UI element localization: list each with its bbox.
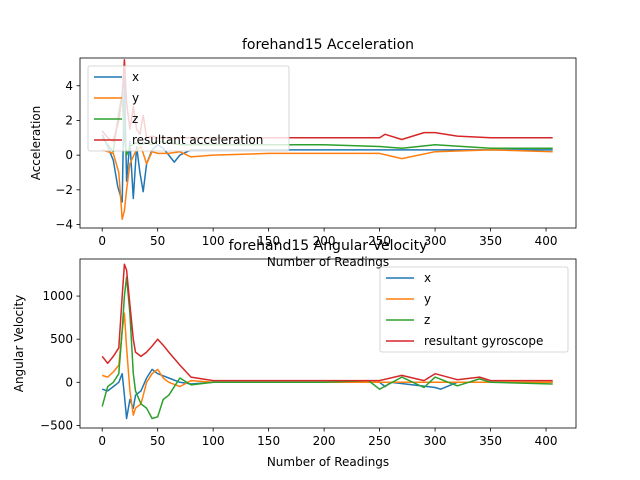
x-axis-label: Number of Readings [267, 455, 389, 469]
legend-label: resultant gyroscope [424, 334, 543, 348]
x-tick-label: 200 [313, 434, 336, 448]
legend: xyz resultant gyroscope [379, 266, 569, 353]
legend-box [87, 65, 290, 152]
x-tick-label: 400 [535, 234, 558, 248]
x-tick-label: 200 [313, 234, 336, 248]
x-tick-label: 250 [368, 434, 391, 448]
x-tick-label: 300 [424, 434, 447, 448]
x-tick-label: 50 [150, 234, 165, 248]
x-tick-label: 400 [535, 434, 558, 448]
x-tick-label: 150 [257, 234, 280, 248]
x-tick-label: 0 [98, 234, 106, 248]
plot-frame [79, 57, 577, 229]
y-tick-label: 1000 [42, 289, 73, 303]
legend-label: z [132, 112, 138, 126]
chart-title: forehand15 Acceleration [242, 37, 414, 53]
y-tick-label: 500 [50, 332, 73, 346]
series-line-1 [101, 368, 553, 420]
y-tick-label: 4 [65, 79, 73, 93]
x-tick-label: 100 [202, 434, 225, 448]
x-tick-label: 0 [98, 434, 106, 448]
y-tick-label: 0 [65, 148, 73, 162]
legend: xyz resultant acceleration [87, 65, 290, 152]
chart-2: 0 50 100 150 200 250 300 350 400 −500 0 500 1000 Numb… [12, 238, 577, 469]
y-tick-label: 0 [65, 375, 73, 389]
x-tick-label: 300 [424, 234, 447, 248]
legend-label: z [424, 313, 430, 327]
series-line-4 [101, 263, 553, 382]
y-tick-label: −4 [55, 218, 73, 232]
x-tick-label: 150 [257, 434, 280, 448]
legend-label: y [424, 292, 431, 306]
y-tick-label: 2 [65, 113, 73, 127]
y-axis-label: Acceleration [29, 106, 43, 181]
chart-title: forehand15 Angular Velocity [229, 238, 428, 254]
x-tick-label: 250 [368, 234, 391, 248]
y-tick-label: −2 [55, 183, 73, 197]
legend-label: resultant acceleration [132, 133, 263, 147]
x-tick-label: 350 [479, 234, 502, 248]
series-line-2 [101, 145, 553, 221]
x-axis-label: Number of Readings [267, 255, 389, 269]
legend-label: x [424, 271, 431, 285]
plot-frame [79, 258, 577, 429]
legend-label: y [132, 91, 139, 105]
y-tick-label: −500 [40, 418, 73, 432]
chart-1: 0 50 100 150 200 250 300 350 400 −4 −2 0 2 4 Number of… [29, 37, 577, 269]
x-tick-label: 350 [479, 434, 502, 448]
series-line-3 [101, 276, 553, 420]
legend-label: x [132, 70, 139, 84]
y-axis-label: Angular Velocity [12, 295, 26, 393]
legend-box [379, 266, 569, 353]
x-tick-label: 100 [202, 234, 225, 248]
x-tick-label: 50 [150, 434, 165, 448]
